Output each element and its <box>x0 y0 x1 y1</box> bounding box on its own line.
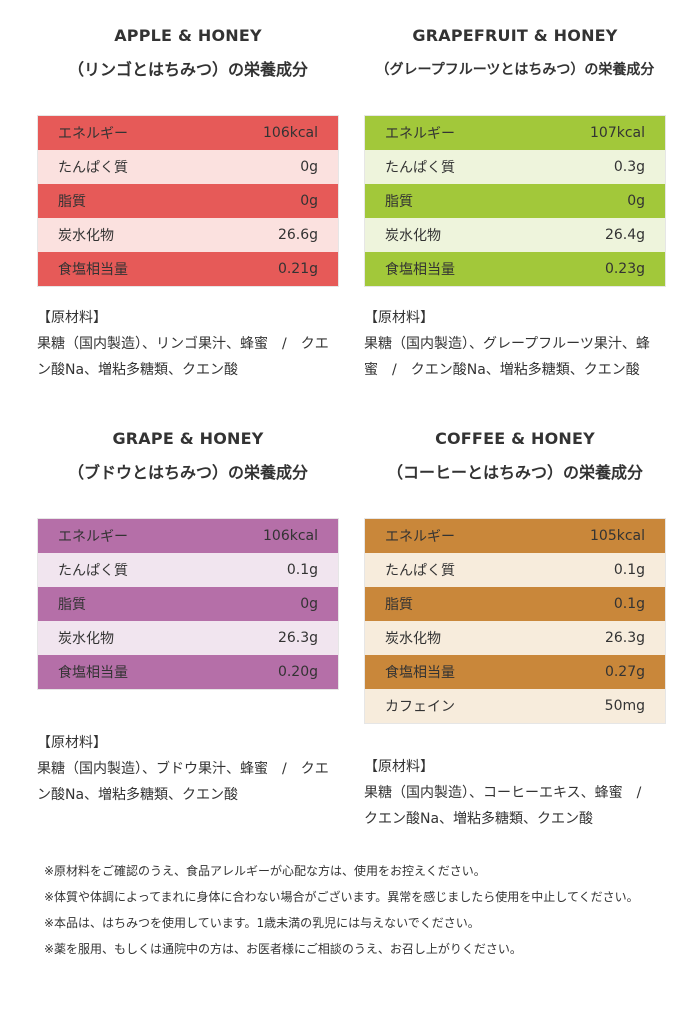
nutrition-row: 脂質 0g <box>38 587 338 621</box>
nutrient-value: 0.27g <box>604 664 645 680</box>
note-item: ※薬を服用、もしくは通院中の方は、お医者様にご相談のうえ、お召し上がりください。 <box>44 942 522 956</box>
nutrient-value: 26.3g <box>604 630 645 646</box>
nutrition-row: たんぱく質 0.1g <box>365 553 665 587</box>
product-subtitle: （リンゴとはちみつ）の栄養成分 <box>67 60 308 79</box>
nutrient-label: たんぱく質 <box>385 563 455 579</box>
nutrient-value: 0.3g <box>613 159 645 175</box>
ingredients-block: 【原材料】 果糖（国内製造）、グレープフルーツ果汁、蜂蜜 / クエン酸Na、増粘… <box>364 305 666 383</box>
nutrient-label: 脂質 <box>385 597 413 613</box>
nutrient-value: 0.1g <box>613 562 645 578</box>
ingredients-heading: 【原材料】 <box>364 759 434 775</box>
nutrient-label: エネルギー <box>385 126 455 142</box>
ingredients-heading: 【原材料】 <box>37 735 107 751</box>
product-card-apple: APPLE & HONEY （リンゴとはちみつ）の栄養成分 エネルギー 106kc… <box>37 24 339 383</box>
ingredients-heading: 【原材料】 <box>37 310 107 326</box>
nutrition-row: 脂質 0g <box>38 184 338 218</box>
nutrition-table: エネルギー 106kcal たんぱく質 0.1g 脂質 0g 炭水化物 26.3g 食塩… <box>37 518 339 690</box>
ingredients-block: 【原材料】 果糖（国内製造）、ブドウ果汁、蜂蜜 / クエン酸Na、増粘多糖類、ク… <box>37 730 339 808</box>
nutrient-label: 炭水化物 <box>58 228 114 244</box>
nutrition-row: 脂質 0.1g <box>365 587 665 621</box>
nutrient-value: 0g <box>300 159 318 175</box>
nutrient-label: 食塩相当量 <box>385 665 455 681</box>
nutrition-row: カフェイン 50mg <box>365 689 665 723</box>
nutrient-value: 106kcal <box>263 528 318 544</box>
ingredients-block: 【原材料】 果糖（国内製造）、リンゴ果汁、蜂蜜 / クエン酸Na、増粘多糖類、ク… <box>37 305 339 383</box>
nutrition-row: 食塩相当量 0.23g <box>365 252 665 286</box>
product-title: GRAPE & HONEY <box>112 429 264 448</box>
nutrition-row: エネルギー 106kcal <box>38 519 338 553</box>
product-card-coffee: COFFEE & HONEY （コーヒーとはちみつ）の栄養成分 エネルギー 105… <box>364 427 666 832</box>
nutrition-row: 炭水化物 26.6g <box>38 218 338 252</box>
nutrient-label: たんぱく質 <box>385 160 455 176</box>
nutrition-table: エネルギー 106kcal たんぱく質 0g 脂質 0g 炭水化物 26.6g 食塩相当… <box>37 115 339 287</box>
ingredients-block: 【原材料】 果糖（国内製造）、コーヒーエキス、蜂蜜 / クエン酸Na、増粘多糖類… <box>364 754 666 832</box>
nutrient-value: 0.1g <box>613 596 645 612</box>
nutrient-value: 50mg <box>604 698 645 714</box>
nutrient-value: 0.21g <box>277 261 318 277</box>
product-title: GRAPEFRUIT & HONEY <box>412 26 618 45</box>
nutrition-row: たんぱく質 0.1g <box>38 553 338 587</box>
nutrient-label: カフェイン <box>385 699 455 715</box>
nutrient-label: エネルギー <box>58 529 128 545</box>
product-title: APPLE & HONEY <box>114 26 262 45</box>
nutrition-row: 食塩相当量 0.27g <box>365 655 665 689</box>
nutrient-value: 106kcal <box>263 125 318 141</box>
nutrition-row: 炭水化物 26.4g <box>365 218 665 252</box>
nutrition-row: 炭水化物 26.3g <box>38 621 338 655</box>
nutrient-label: 食塩相当量 <box>58 665 128 681</box>
product-subtitle: （ブドウとはちみつ）の栄養成分 <box>67 463 308 482</box>
nutrient-value: 26.6g <box>277 227 318 243</box>
product-card-grapefruit: GRAPEFRUIT & HONEY （グレープフルーツとはちみつ）の栄養成分 … <box>364 24 666 383</box>
nutrient-label: たんぱく質 <box>58 563 128 579</box>
nutrition-row: 食塩相当量 0.20g <box>38 655 338 689</box>
nutrient-label: 脂質 <box>58 597 86 613</box>
nutrient-value: 0.1g <box>286 562 318 578</box>
note-item: ※原材料をご確認のうえ、食品アレルギーが心配な方は、使用をお控えください。 <box>44 864 486 878</box>
nutrient-value: 26.4g <box>604 227 645 243</box>
product-subtitle: （グレープフルーツとはちみつ）の栄養成分 <box>375 62 655 78</box>
nutrient-value: 105kcal <box>590 528 645 544</box>
nutrient-value: 107kcal <box>590 125 645 141</box>
nutrition-row: エネルギー 105kcal <box>365 519 665 553</box>
nutrient-label: エネルギー <box>385 529 455 545</box>
ingredients-text: 果糖（国内製造）、リンゴ果汁、蜂蜜 / クエン酸Na、増粘多糖類、クエン酸 <box>37 336 329 378</box>
ingredients-heading: 【原材料】 <box>364 310 434 326</box>
nutrient-label: 食塩相当量 <box>385 262 455 278</box>
ingredients-text: 果糖（国内製造）、グレープフルーツ果汁、蜂蜜 / クエン酸Na、増粘多糖類、クエ… <box>364 336 650 378</box>
nutrition-row: たんぱく質 0.3g <box>365 150 665 184</box>
nutrition-row: エネルギー 107kcal <box>365 116 665 150</box>
nutrition-row: エネルギー 106kcal <box>38 116 338 150</box>
nutrition-row: 炭水化物 26.3g <box>365 621 665 655</box>
nutrient-label: 脂質 <box>58 194 86 210</box>
note-item: ※本品は、はちみつを使用しています。1歳未満の乳児には与えないでください。 <box>44 916 480 930</box>
nutrient-value: 0.20g <box>277 664 318 680</box>
nutrient-label: 炭水化物 <box>58 631 114 647</box>
nutrient-value: 0.23g <box>604 261 645 277</box>
note-item: ※体質や体調によってまれに身体に合わない場合がございます。異常を感じましたら使用… <box>44 890 639 904</box>
nutrition-row: たんぱく質 0g <box>38 150 338 184</box>
nutrient-label: たんぱく質 <box>58 160 128 176</box>
nutrition-table: エネルギー 105kcal たんぱく質 0.1g 脂質 0.1g 炭水化物 26.3g … <box>364 518 666 724</box>
ingredients-text: 果糖（国内製造）、ブドウ果汁、蜂蜜 / クエン酸Na、増粘多糖類、クエン酸 <box>37 761 329 803</box>
ingredients-text: 果糖（国内製造）、コーヒーエキス、蜂蜜 / クエン酸Na、増粘多糖類、クエン酸 <box>364 785 656 827</box>
nutrient-value: 0g <box>300 193 318 209</box>
nutrition-row: 食塩相当量 0.21g <box>38 252 338 286</box>
product-subtitle: （コーヒーとはちみつ）の栄養成分 <box>386 463 643 482</box>
notes-section: ※原材料をご確認のうえ、食品アレルギーが心配な方は、使用をお控えください。 ※体… <box>44 858 664 962</box>
nutrient-label: エネルギー <box>58 126 128 142</box>
product-title: COFFEE & HONEY <box>435 429 595 448</box>
nutrient-value: 0g <box>627 193 645 209</box>
product-card-grape: GRAPE & HONEY （ブドウとはちみつ）の栄養成分 エネルギー 106kc… <box>37 427 339 808</box>
nutrient-value: 26.3g <box>277 630 318 646</box>
nutrient-value: 0g <box>300 596 318 612</box>
nutrition-row: 脂質 0g <box>365 184 665 218</box>
nutrient-label: 脂質 <box>385 194 413 210</box>
nutrient-label: 炭水化物 <box>385 631 441 647</box>
nutrient-label: 食塩相当量 <box>58 262 128 278</box>
nutrient-label: 炭水化物 <box>385 228 441 244</box>
nutrition-table: エネルギー 107kcal たんぱく質 0.3g 脂質 0g 炭水化物 26.4g 食塩… <box>364 115 666 287</box>
